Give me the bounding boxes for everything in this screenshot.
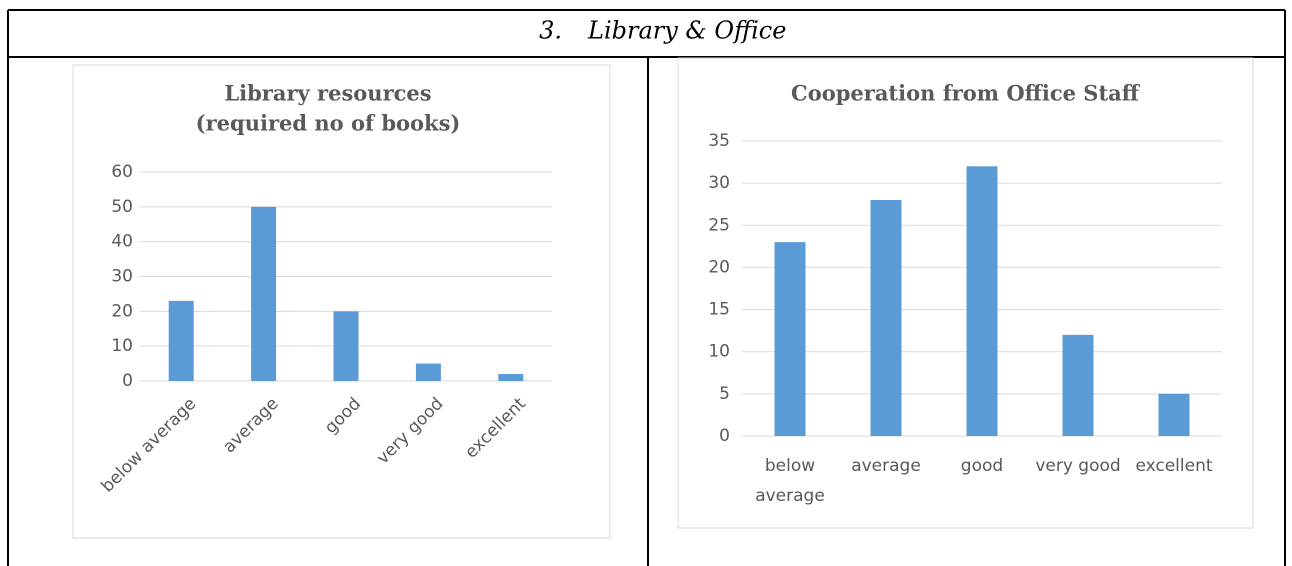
bar — [1062, 334, 1094, 436]
bar — [415, 363, 441, 381]
section-title: Library & Office — [587, 17, 786, 45]
y-tick-label: 25 — [708, 215, 730, 235]
bar — [966, 166, 998, 437]
x-tick-label: very good — [1035, 456, 1121, 476]
chart-title: Library resources — [224, 81, 431, 106]
y-tick-label: 10 — [111, 336, 133, 356]
bar — [168, 300, 194, 381]
bar — [870, 200, 902, 436]
x-tick-label: average — [851, 456, 921, 476]
chart-frame — [677, 57, 1254, 529]
x-tick-label: below average — [755, 456, 825, 506]
y-tick-label: 30 — [111, 267, 133, 287]
y-tick-label: 20 — [111, 301, 133, 321]
y-tick-label: 60 — [111, 162, 133, 182]
bar — [1158, 393, 1190, 436]
bar — [251, 206, 277, 381]
y-tick-label: 0 — [122, 371, 133, 391]
y-tick-label: 30 — [708, 173, 730, 193]
y-tick-label: 35 — [708, 131, 730, 151]
section-number: 3. — [539, 17, 562, 45]
y-tick-label: 15 — [708, 300, 730, 320]
y-tick-label: 40 — [111, 232, 133, 252]
x-tick-label: excellent — [1135, 456, 1213, 476]
y-tick-label: 10 — [708, 342, 730, 362]
y-tick-label: 0 — [719, 426, 730, 446]
x-tick-label: good — [960, 456, 1004, 476]
bar — [498, 374, 524, 381]
y-tick-label: 20 — [708, 257, 730, 277]
y-tick-label: 50 — [111, 197, 133, 217]
y-tick-label: 5 — [719, 384, 730, 404]
chart-title: Cooperation from Office Staff — [791, 81, 1141, 106]
chart-title: (required no of books) — [196, 111, 461, 136]
bar — [333, 311, 359, 381]
bar — [774, 242, 806, 436]
chart-frame — [72, 64, 611, 539]
